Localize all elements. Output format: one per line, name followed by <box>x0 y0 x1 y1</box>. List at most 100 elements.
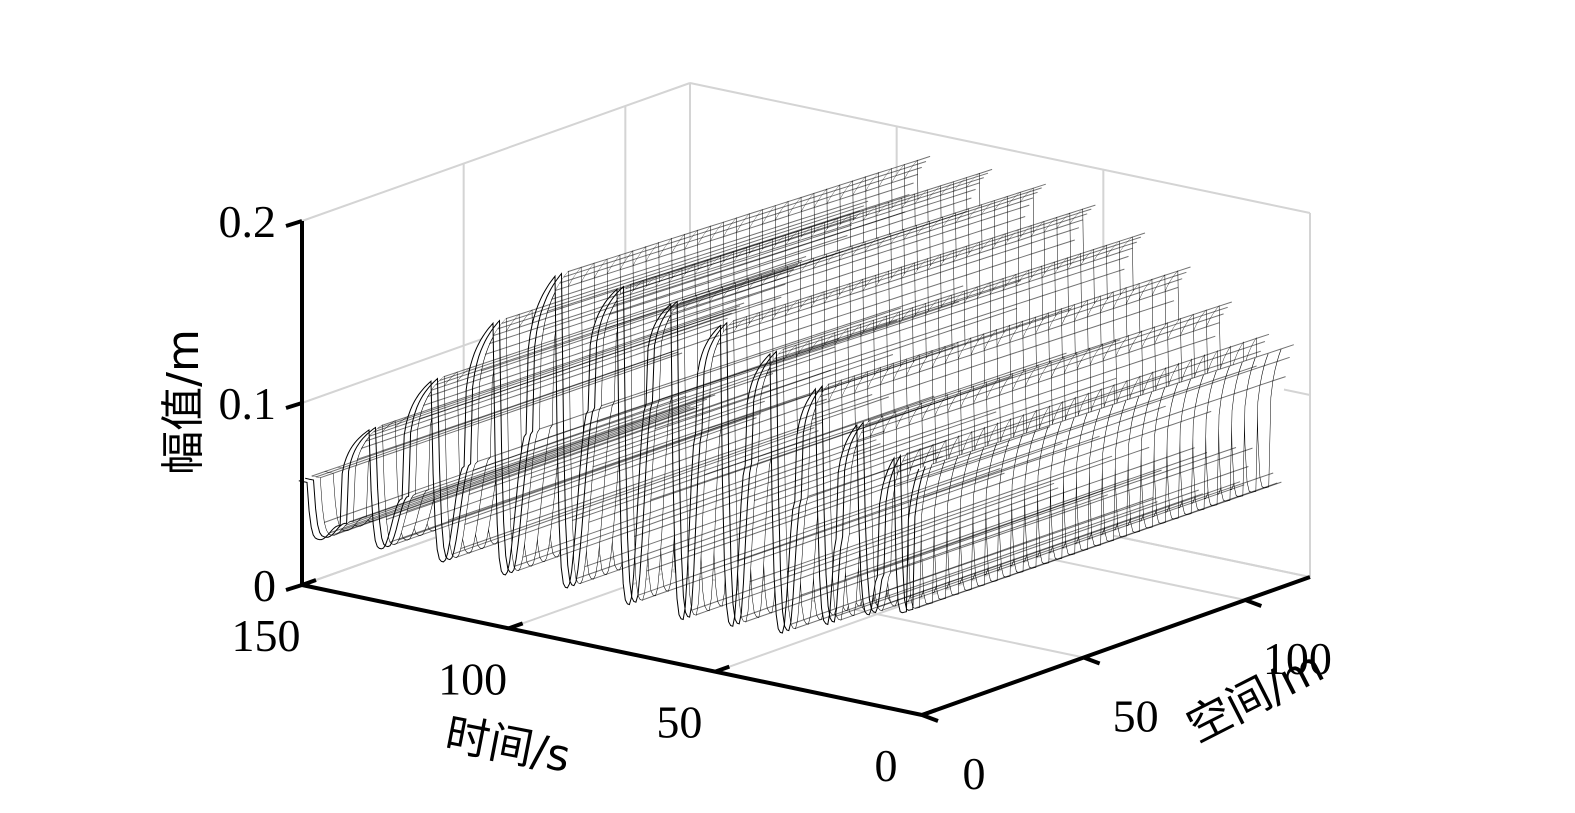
surface-wire-time <box>906 333 1270 455</box>
surface-wire-time <box>679 187 1042 304</box>
surface-wire-time <box>596 301 960 423</box>
time-tick <box>714 664 731 674</box>
surface-wire-time <box>567 155 931 273</box>
space-tick <box>1082 655 1101 666</box>
surface-wire-time <box>733 204 1096 322</box>
surface-wire-time <box>695 487 1059 616</box>
surface-wire-time <box>365 317 728 442</box>
surface-wire-time <box>456 430 819 558</box>
surface-wire-time <box>522 430 885 558</box>
amplitude-tick-label: 0 <box>253 560 276 611</box>
surface-wire-time <box>807 374 1170 497</box>
surface-wire-time <box>877 481 1241 608</box>
surface-wire-time <box>505 200 869 320</box>
surface-wire-time <box>853 335 1216 457</box>
surface-wire-time <box>617 182 980 300</box>
amplitude-tick-label: 0.2 <box>219 196 277 247</box>
surface-wire-time <box>332 407 695 536</box>
axis-layer <box>285 219 1311 723</box>
surface-wire-time <box>460 421 823 550</box>
amplitude-tick-label: 0.1 <box>219 378 277 429</box>
surface-wire-time <box>584 440 947 568</box>
surface-wire-time <box>667 204 1030 322</box>
surface-wire-time <box>919 481 1282 608</box>
surface-wire-time <box>361 324 724 449</box>
surface-wire-time <box>551 182 914 300</box>
surface-wire-time <box>753 377 1117 502</box>
surface-wire-time <box>464 398 827 525</box>
surface-wire-time <box>861 313 1224 434</box>
surface-wire-time <box>716 227 1080 345</box>
surface-wire-time <box>452 427 815 555</box>
surface-wire-time <box>815 286 1179 407</box>
surface-wire-time <box>782 232 1146 350</box>
surface-wire-time <box>414 368 778 495</box>
amplitude-tick <box>285 583 303 592</box>
surface-wire-time <box>526 396 889 523</box>
back-wall-grid-amplitude <box>689 82 1311 214</box>
surface-wire-time <box>857 322 1220 443</box>
surface-wire-time <box>819 278 1183 398</box>
surface-wire-time <box>625 172 989 290</box>
surface-wire-time <box>766 255 1129 375</box>
surface-wire-time <box>910 472 1274 599</box>
surface-wire-time <box>700 442 1063 569</box>
surface-wire-time <box>683 183 1046 301</box>
surface-wire-time <box>559 166 922 284</box>
surface-wire-time <box>419 296 782 420</box>
surface-wire-time <box>873 447 1237 572</box>
surface-wire-time <box>886 466 1249 592</box>
surface-wire-time <box>394 417 757 545</box>
surface-wire-time <box>848 410 1212 535</box>
surface-wire-time <box>530 354 894 479</box>
surface-wire-time <box>390 414 753 543</box>
surface-wire-time <box>472 346 836 471</box>
surface-wire-time <box>675 191 1038 309</box>
surface-wire-time <box>729 208 1092 326</box>
amplitude-tick <box>285 219 303 228</box>
surface-wire-time <box>654 307 1018 430</box>
surface-wire-time <box>538 307 902 430</box>
surface-wire-time <box>770 247 1133 366</box>
surface-wire-time <box>402 400 765 528</box>
surface-wire-time <box>762 268 1125 388</box>
surface-wire-time <box>423 283 786 406</box>
surface-wire-time <box>894 365 1257 488</box>
surface-wire-time <box>712 239 1075 358</box>
time-tick-label: 50 <box>656 697 702 748</box>
surface-wire-time <box>824 271 1187 391</box>
surface-wire-time <box>633 411 997 537</box>
space-tick <box>1244 598 1263 608</box>
surface-wire-time <box>931 344 1294 465</box>
space-tick-label: 50 <box>1113 691 1159 742</box>
time-tick-label: 0 <box>875 740 898 791</box>
surface-wire-time <box>704 352 1067 476</box>
surface-wire-time <box>555 173 918 291</box>
surface-wire-time <box>509 394 873 520</box>
space-tick <box>921 713 939 723</box>
surface-wire-time <box>757 339 1121 462</box>
surface-wire-time <box>720 219 1084 337</box>
surface-wire-time <box>749 455 1113 583</box>
amplitude-axis-title: 幅值/m <box>158 329 209 475</box>
time-tick-label: 100 <box>438 653 507 704</box>
surface-wire-time <box>778 236 1142 355</box>
surface-wire-time <box>443 256 807 378</box>
surface-wire-time <box>489 224 852 345</box>
surface-wire-time <box>642 472 1005 601</box>
amplitude-tick <box>285 401 303 410</box>
space-axis-title: 空间/m <box>1179 641 1332 753</box>
surface-wire-time <box>600 285 964 407</box>
surface-wire-time <box>621 177 984 294</box>
surface-wire-time <box>745 494 1108 623</box>
surface-wire-time <box>865 306 1228 427</box>
surface-wire-time <box>791 497 1154 625</box>
surface-wire-time <box>518 443 881 571</box>
time-tick-label: 150 <box>232 610 301 661</box>
surface-wire-time <box>799 469 1162 597</box>
surface-wire-time <box>844 452 1208 578</box>
surface-wire-time <box>629 168 993 286</box>
surface-wire-time <box>447 394 811 521</box>
surface-wire-time <box>836 489 1199 617</box>
